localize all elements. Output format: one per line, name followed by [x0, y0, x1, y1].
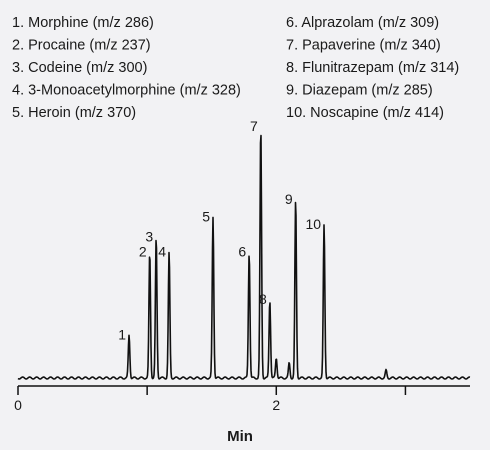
peak-label: 6 — [238, 244, 246, 260]
legend-item: 2. Procaine (m/z 237) — [12, 38, 151, 54]
peak-label: 9 — [285, 191, 293, 207]
peak-label: 3 — [145, 228, 153, 244]
legend-item: 7. Papaverine (m/z 340) — [286, 38, 441, 54]
legend-item: 1. Morphine (m/z 286) — [12, 15, 154, 31]
peak-label: 7 — [250, 118, 258, 134]
peak-label: 8 — [259, 291, 267, 307]
legend-item: 5. Heroin (m/z 370) — [12, 105, 136, 121]
peak-label: 4 — [158, 244, 166, 260]
legend: 1. Morphine (m/z 286) 2. Procaine (m/z 23… — [12, 15, 459, 121]
legend-item: 10. Noscapine (m/z 414) — [286, 105, 444, 121]
legend-item: 8. Flunitrazepam (m/z 314) — [286, 60, 459, 76]
legend-item: 6. Alprazolam (m/z 309) — [286, 15, 439, 31]
legend-item: 9. Diazepam (m/z 285) — [286, 83, 433, 99]
plot-area: 1 234 5 6 7 8 9 10 — [17, 118, 471, 380]
x-tick-label: 2 — [272, 397, 280, 413]
x-tick-label: 0 — [14, 397, 22, 413]
peak-label: 5 — [202, 208, 210, 224]
peak-label: 1 — [118, 326, 126, 342]
peak-label: 10 — [305, 216, 321, 232]
x-axis-title: Min — [227, 428, 253, 445]
peak-label: 2 — [139, 244, 147, 260]
legend-item: 4. 3-Monoacetylmorphine (m/z 328) — [12, 83, 241, 99]
chromatogram-trace — [17, 134, 471, 380]
legend-item: 3. Codeine (m/z 300) — [12, 60, 147, 76]
